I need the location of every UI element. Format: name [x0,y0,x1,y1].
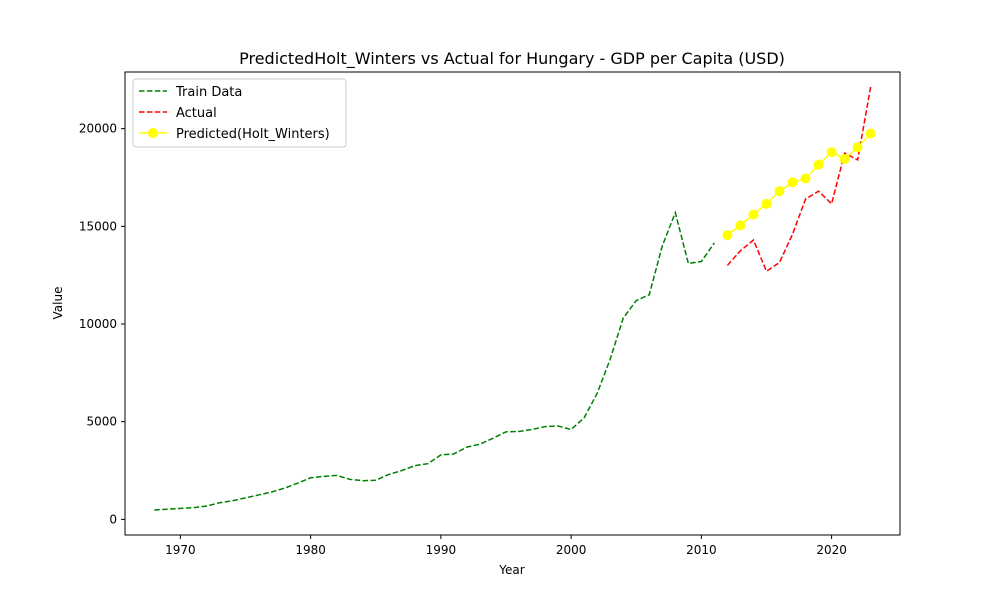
plot-area [154,86,876,511]
legend-entry-label: Train Data [175,85,242,100]
series-point [865,128,876,139]
y-tick-label: 0 [109,512,117,526]
legend-box [132,78,347,148]
series-point [839,153,850,164]
x-tick-label: 1990 [426,543,457,557]
legend-entry-label: Predicted(Holt_Winters) [176,127,330,142]
x-tick-label: 1970 [165,543,196,557]
legend-entry-label: Actual [176,106,217,121]
series-point [787,177,798,188]
legend: Train Data Actual Predicted(Holt_Winters) [132,78,347,148]
series-point [826,147,837,158]
legend-marker [148,128,158,138]
x-axis-label: Year [498,563,524,577]
series-point [735,220,746,231]
series-point [722,230,733,241]
series-point [774,186,785,197]
x-tick-label: 2010 [686,543,717,557]
y-tick-label: 5000 [86,415,117,429]
series-line-1 [726,86,872,273]
series-point [800,173,811,184]
series-line-0 [154,210,716,511]
y-tick-label: 10000 [79,317,117,331]
x-tick-label: 2000 [556,543,587,557]
series-point [748,209,759,220]
axes-frame [124,71,901,536]
x-tick-label: 2020 [816,543,847,557]
y-tick-label: 20000 [79,122,117,136]
y-axis-label: Value [51,287,65,320]
series-point [761,198,772,209]
series-point [813,159,824,170]
y-tick-label: 15000 [79,219,117,233]
axis-ticks: 1970 1980 1990 2000 2010 2020 0 5000 10000 15000 2… [79,122,847,557]
series-point [852,142,863,153]
chart-title: PredictedHolt_Winters vs Actual for Hung… [239,49,785,69]
x-tick-label: 1980 [295,543,326,557]
